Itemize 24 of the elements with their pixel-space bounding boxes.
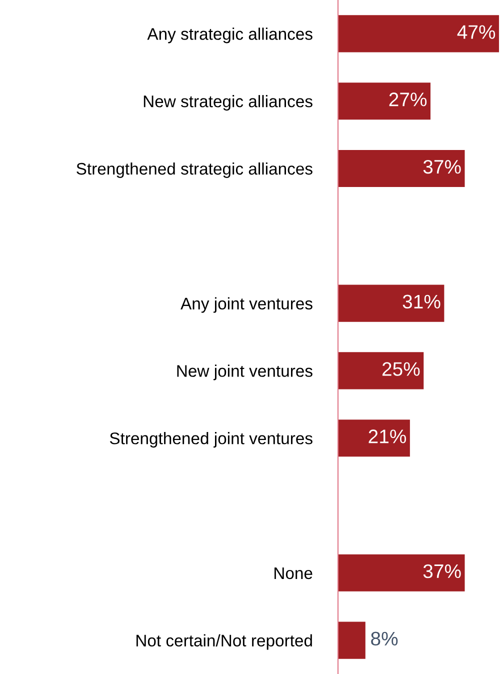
bar [338,150,465,188]
bar [338,352,424,390]
y-tick-label: Strengthened strategic alliances [76,162,312,178]
bar [338,15,499,52]
data-label: 31% [402,294,440,309]
bar [338,622,366,659]
data-label: 25% [382,362,420,376]
data-label: 8% [371,632,398,646]
data-label: 37% [423,160,461,174]
data-label: 27% [389,92,427,106]
y-tick-label: Any joint ventures [180,297,312,313]
data-label: 47% [457,25,496,39]
y-tick-label: None [274,567,312,580]
y-tick-label: Any strategic alliances [147,28,312,44]
bar [338,284,444,322]
data-label: 21% [368,430,406,444]
y-tick-label: Not certain/Not reported [136,634,312,650]
bar [338,82,430,120]
bar [338,420,410,457]
data-label: 37% [423,564,461,578]
y-tick-label: Strengthened joint ventures [110,432,312,448]
bar [338,554,465,592]
y-tick-label: New joint ventures [177,364,312,380]
y-tick-label: New strategic alliances [144,95,312,111]
